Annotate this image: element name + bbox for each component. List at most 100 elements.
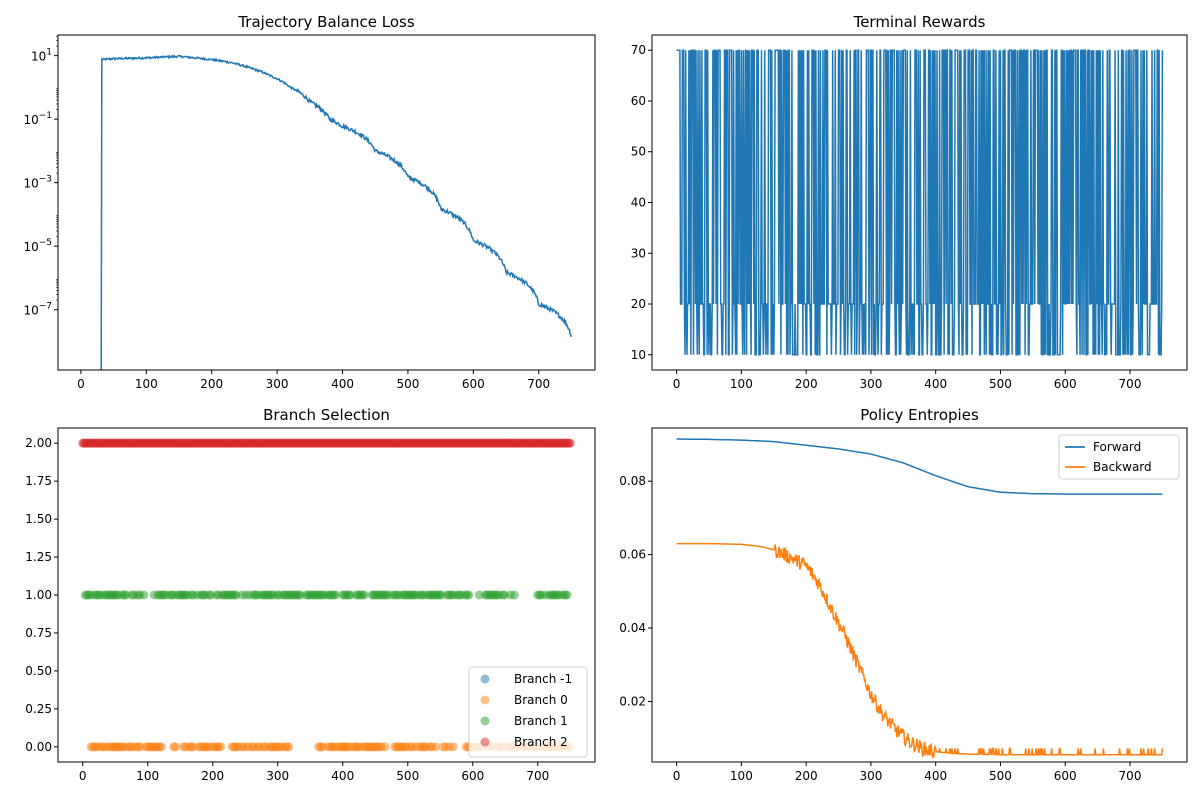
legend-box	[1058, 434, 1180, 480]
scatter-point	[565, 438, 575, 448]
y-tick-base: 10	[23, 177, 38, 191]
x-tick-label: 500	[989, 769, 1012, 783]
x-tick-label: 200	[200, 377, 223, 391]
y-tick-base: 10	[31, 50, 46, 64]
y-tick-label: 70	[631, 43, 646, 57]
x-tick-label: 0	[79, 769, 87, 783]
x-tick-label: 300	[266, 377, 289, 391]
x-tick-label: 0	[77, 377, 85, 391]
x-tick-label: 600	[462, 377, 485, 391]
plot-area-loss	[100, 54, 573, 370]
x-tick-label: 300	[859, 769, 882, 783]
y-tick-label: 1.25	[25, 550, 52, 564]
y-tick-label: 1.75	[25, 474, 52, 488]
scatter-point	[331, 590, 341, 600]
y-tick-label: 101	[31, 48, 52, 64]
scatter-point	[431, 742, 441, 752]
y-tick-label: 0.04	[619, 621, 646, 635]
axes-frame	[651, 427, 1188, 763]
legend-label: Backward	[1093, 460, 1152, 474]
x-tick-label: 100	[730, 769, 753, 783]
legend-label: Forward	[1093, 440, 1141, 454]
panel-rewards: Terminal Rewards 0 100 200 300 400 500 600 700 10…	[631, 13, 1188, 391]
y-tick-label: 10−7	[23, 302, 52, 318]
y-tick-label: 0.00	[25, 740, 52, 754]
y-tick-label: 2.00	[25, 436, 52, 450]
y-tick-base: 10	[23, 304, 38, 318]
y-tick-label: 0.25	[25, 702, 52, 716]
x-tick-label: 100	[136, 769, 159, 783]
x-tick-label: 100	[730, 377, 753, 391]
x-tick-label: 0	[673, 769, 681, 783]
x-tick-label: 400	[331, 769, 354, 783]
scatter-point	[562, 590, 572, 600]
series-points-3	[78, 438, 575, 448]
x-tick-label: 600	[1054, 769, 1077, 783]
y-tick-label: 60	[631, 94, 646, 108]
y-tick-base: 10	[23, 240, 38, 254]
x-tick-label: 700	[1119, 769, 1142, 783]
scatter-point	[171, 742, 181, 752]
series-line-rewards	[676, 49, 1164, 356]
scatter-point	[139, 590, 149, 600]
x-tick-label: 700	[527, 377, 550, 391]
series-line-forward	[676, 438, 1163, 495]
y-tick-label: 20	[631, 297, 646, 311]
legend-marker	[480, 737, 490, 747]
legend-label: Branch -1	[514, 672, 572, 686]
y-tick-label: 0.06	[619, 548, 646, 562]
plot-area-entropy	[676, 438, 1164, 760]
scatter-point	[156, 742, 166, 752]
scatter-point	[509, 590, 519, 600]
x-tick-label: 0	[673, 377, 681, 391]
x-tick-label: 500	[396, 769, 419, 783]
panel-entropy: Policy Entropies 0 100 200 300 400 500 600 700 0.…	[619, 406, 1188, 783]
chart-title: Terminal Rewards	[853, 13, 986, 31]
y-tick-label: 30	[631, 246, 646, 260]
scatter-point	[359, 590, 369, 600]
scatter-point	[448, 742, 458, 752]
chart-title: Branch Selection	[263, 406, 390, 424]
x-tick-label: 600	[1054, 377, 1077, 391]
legend-marker	[480, 695, 490, 705]
scatter-point	[464, 590, 474, 600]
x-tick-label: 400	[924, 377, 947, 391]
y-tick-label: 40	[631, 196, 646, 210]
x-tick-label: 300	[266, 769, 289, 783]
x-tick-label: 200	[795, 377, 818, 391]
x-tick-label: 400	[331, 377, 354, 391]
y-tick-label: 10−3	[23, 175, 52, 191]
x-tick-label: 300	[859, 377, 882, 391]
y-tick-label: 0.50	[25, 664, 52, 678]
x-tick-label: 500	[396, 377, 419, 391]
y-tick-label: 10	[631, 348, 646, 362]
legend-label: Branch 1	[514, 714, 568, 728]
panel-branch: Branch Selection 0 100 200 300 400 500 600 700 0.…	[25, 406, 596, 783]
y-tick-label: 1.50	[25, 512, 52, 526]
legend-marker	[480, 674, 490, 684]
y-tick-label: 0.02	[619, 694, 646, 708]
x-tick-label: 700	[526, 769, 549, 783]
axes-frame	[57, 427, 596, 763]
scatter-point	[216, 742, 226, 752]
chart-title: Policy Entropies	[860, 406, 979, 424]
chart-title: Trajectory Balance Loss	[237, 13, 415, 31]
x-tick-label: 600	[461, 769, 484, 783]
panel-loss: Trajectory Balance Loss 0 100 200 300 400 500 6…	[23, 13, 596, 391]
legend-label: Branch 0	[514, 693, 568, 707]
series-line-backward	[676, 542, 1164, 760]
scatter-point	[284, 742, 294, 752]
axes-frame	[651, 34, 1188, 371]
y-tick-label: 0.08	[619, 474, 646, 488]
y-tick-exponent: −3	[39, 175, 52, 185]
y-tick-label: 50	[631, 145, 646, 159]
x-tick-label: 200	[795, 769, 818, 783]
series-points-2	[80, 590, 572, 600]
y-tick-exponent: 1	[46, 48, 52, 58]
scatter-point	[380, 742, 390, 752]
x-tick-label: 700	[1119, 377, 1142, 391]
y-tick-exponent: −5	[39, 238, 52, 248]
legend-label: Branch 2	[514, 735, 568, 749]
x-tick-label: 400	[924, 769, 947, 783]
y-tick-exponent: −7	[39, 302, 52, 312]
